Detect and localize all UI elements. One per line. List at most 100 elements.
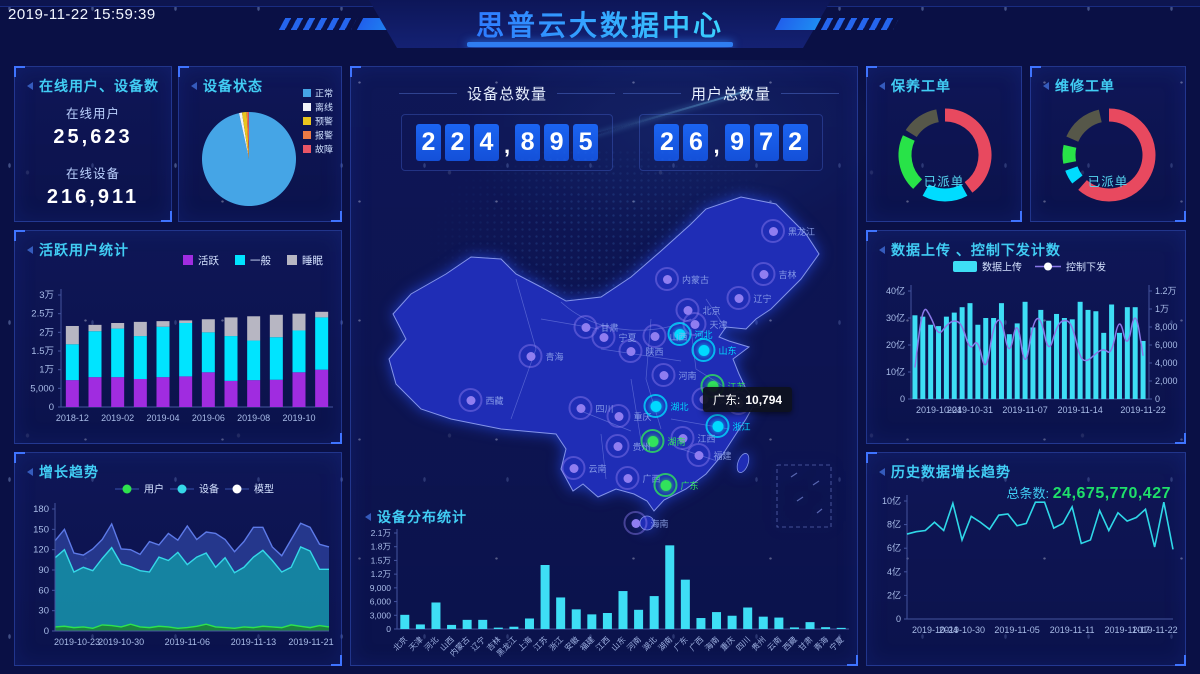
bar[interactable]: [1069, 319, 1075, 399]
pie-slice[interactable]: [246, 112, 249, 159]
donut-segment[interactable]: [898, 135, 923, 189]
bar[interactable]: [649, 596, 659, 629]
map-marker-河南[interactable]: 河南: [651, 363, 697, 387]
stacked-bar-segment[interactable]: [133, 379, 147, 407]
legend-swatch[interactable]: [303, 117, 311, 125]
stacked-bar-segment[interactable]: [179, 323, 193, 377]
stacked-bar-segment[interactable]: [179, 376, 193, 407]
legend-swatch[interactable]: [303, 89, 311, 97]
stacked-bar-segment[interactable]: [201, 319, 215, 333]
map-marker-黑龙江[interactable]: 黑龙江: [760, 219, 815, 243]
legend-dot[interactable]: [177, 484, 187, 494]
legend-dot[interactable]: [232, 484, 242, 494]
stacked-bar-segment[interactable]: [247, 340, 261, 381]
stacked-bar-segment[interactable]: [315, 317, 329, 370]
donut-segment[interactable]: [944, 108, 992, 193]
upload-chart[interactable]: 0 10亿 20亿 30亿 40亿 0 2,000 4,000 6,000 8,000 1万 1.2万…: [867, 231, 1185, 443]
stacked-bar-segment[interactable]: [224, 317, 238, 337]
stacked-bar-segment[interactable]: [292, 313, 306, 331]
bar[interactable]: [805, 622, 815, 629]
bar[interactable]: [951, 312, 957, 399]
bar[interactable]: [509, 626, 519, 629]
stacked-bar-segment[interactable]: [65, 380, 79, 407]
map-marker-内蒙古[interactable]: 内蒙古: [654, 267, 709, 291]
bar[interactable]: [821, 627, 831, 629]
pie-slice[interactable]: [241, 112, 249, 159]
bar[interactable]: [680, 579, 690, 629]
bar[interactable]: [836, 627, 846, 629]
bar[interactable]: [1085, 309, 1091, 399]
bar[interactable]: [1124, 307, 1130, 399]
bar[interactable]: [712, 612, 722, 629]
legend-swatch[interactable]: [953, 261, 977, 272]
bar[interactable]: [743, 607, 753, 629]
area-layer[interactable]: [55, 546, 329, 629]
map-marker-辽宁[interactable]: 辽宁: [726, 286, 772, 310]
map-marker-贵州[interactable]: 贵州: [605, 434, 651, 458]
bar[interactable]: [1022, 301, 1028, 399]
bar[interactable]: [400, 614, 410, 629]
bar[interactable]: [975, 324, 981, 399]
bar[interactable]: [943, 316, 949, 399]
area-layer[interactable]: [55, 523, 329, 573]
stacked-bar-segment[interactable]: [201, 332, 215, 373]
map-marker-广东[interactable]: 广东: [653, 473, 699, 497]
stacked-bar-segment[interactable]: [269, 314, 283, 338]
maintenance-donut[interactable]: [867, 93, 1023, 223]
bar[interactable]: [1006, 334, 1012, 399]
stacked-bar-segment[interactable]: [156, 321, 170, 327]
bar[interactable]: [959, 307, 965, 399]
bar[interactable]: [540, 565, 550, 629]
stacked-bar-segment[interactable]: [111, 323, 125, 329]
donut-segment[interactable]: [1062, 144, 1077, 164]
bar[interactable]: [967, 303, 973, 399]
bar[interactable]: [1030, 327, 1036, 399]
bar[interactable]: [1140, 340, 1146, 399]
bar[interactable]: [556, 597, 566, 629]
legend-swatch[interactable]: [183, 255, 193, 265]
donut-segment[interactable]: [1065, 166, 1083, 184]
legend-swatch[interactable]: [303, 131, 311, 139]
bar[interactable]: [1101, 332, 1107, 399]
history-line[interactable]: [906, 500, 1174, 550]
stacked-bar-segment[interactable]: [201, 372, 215, 407]
bar[interactable]: [983, 318, 989, 399]
bar[interactable]: [415, 624, 425, 629]
bar[interactable]: [478, 619, 488, 629]
stacked-bar-segment[interactable]: [133, 321, 147, 337]
stacked-bar-segment[interactable]: [247, 380, 261, 407]
map-marker-湖北[interactable]: 湖北: [643, 394, 689, 418]
donut-segment[interactable]: [905, 109, 940, 138]
legend-swatch[interactable]: [303, 103, 311, 111]
bar[interactable]: [1046, 320, 1052, 399]
stacked-bar-segment[interactable]: [224, 380, 238, 407]
map-marker-福建[interactable]: 福建: [686, 443, 732, 467]
stacked-bar-segment[interactable]: [133, 336, 147, 379]
bar[interactable]: [696, 618, 706, 629]
stacked-bar-segment[interactable]: [88, 377, 102, 407]
stacked-bar-segment[interactable]: [111, 377, 125, 407]
donut-segment[interactable]: [1078, 108, 1156, 202]
active-users-chart[interactable]: 0 5,000 1万 1.5万 2万 2.5万 3万 2018-12 2019-02 2019-0…: [15, 231, 341, 443]
bar[interactable]: [936, 326, 942, 399]
bar[interactable]: [920, 316, 926, 399]
pie-slice[interactable]: [239, 112, 249, 159]
legend-swatch[interactable]: [287, 255, 297, 265]
map-marker-甘肃[interactable]: 甘肃: [573, 315, 619, 339]
bar[interactable]: [928, 324, 934, 399]
bar[interactable]: [991, 318, 997, 399]
stacked-bar-segment[interactable]: [179, 320, 193, 323]
stacked-bar-segment[interactable]: [224, 336, 238, 381]
bar[interactable]: [447, 624, 457, 629]
stacked-bar-segment[interactable]: [111, 328, 125, 378]
bar[interactable]: [665, 545, 675, 629]
repair-donut[interactable]: [1031, 93, 1187, 223]
bar[interactable]: [587, 614, 597, 629]
map-marker-西藏[interactable]: 西藏: [458, 388, 504, 412]
bar[interactable]: [1014, 323, 1020, 399]
bar[interactable]: [789, 627, 799, 629]
bar[interactable]: [602, 613, 612, 629]
legend-swatch[interactable]: [303, 145, 311, 153]
